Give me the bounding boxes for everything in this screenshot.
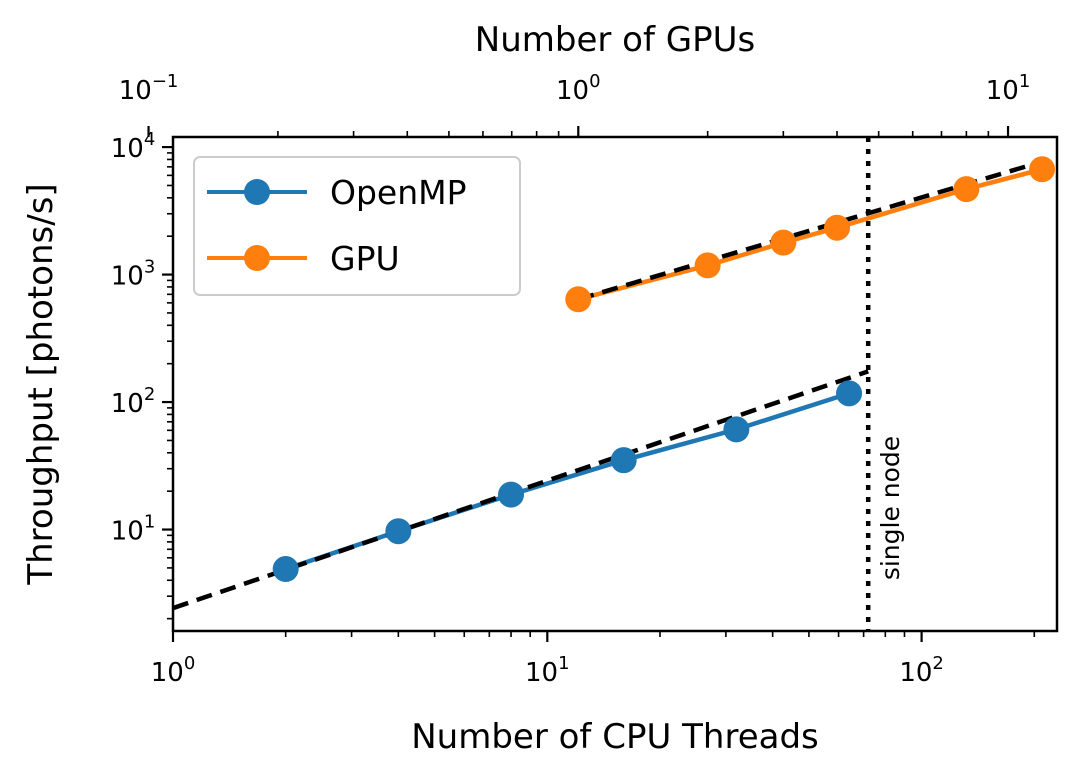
data-point-openmp: [723, 416, 750, 443]
series-line-openmp: [284, 391, 850, 572]
y-axis-ticklabel: 101: [111, 512, 156, 547]
x-axis-ticklabel: 100: [151, 653, 196, 688]
data-point-openmp: [836, 380, 863, 407]
legend-openmp-label: OpenMP: [330, 173, 467, 212]
x-axis-ticklabel: 101: [525, 653, 570, 688]
markers-layer: [272, 156, 1056, 583]
legend-gpu-marker: [244, 245, 270, 271]
top-axis-ticklabel: 100: [556, 71, 601, 106]
legend-openmp-marker: [244, 179, 270, 205]
data-point-openmp: [498, 481, 525, 508]
plot-frame: [171, 135, 1059, 633]
data-point-gpu: [565, 286, 592, 313]
data-point-gpu: [953, 176, 980, 203]
y-axis-ticklabel: 103: [111, 257, 156, 292]
data-point-openmp: [385, 518, 412, 545]
top-axis-ticklabel: 10−1: [119, 71, 179, 106]
legend: OpenMP GPU: [193, 156, 521, 296]
data-point-gpu: [694, 252, 721, 279]
top-axis-ticklabel: 101: [986, 71, 1031, 106]
x-axis-label: Number of CPU Threads: [411, 717, 819, 757]
data-point-openmp: [272, 556, 299, 583]
x-axis-ticklabel: 102: [899, 653, 944, 688]
fit-line-openmp: [172, 369, 869, 611]
legend-gpu-label: GPU: [330, 239, 400, 278]
data-point-openmp: [610, 447, 637, 474]
y-axis-ticklabel: 104: [111, 129, 156, 164]
data-point-gpu: [824, 214, 851, 241]
top-axis-label: Number of GPUs: [475, 20, 755, 60]
y-axis-label: Throughput [photons/s]: [21, 183, 61, 585]
series-line-gpu: [577, 167, 1043, 302]
data-point-gpu: [770, 229, 797, 256]
vline-label: single node: [876, 436, 905, 580]
y-axis-ticklabel: 102: [111, 384, 156, 419]
data-point-gpu: [1029, 156, 1056, 183]
